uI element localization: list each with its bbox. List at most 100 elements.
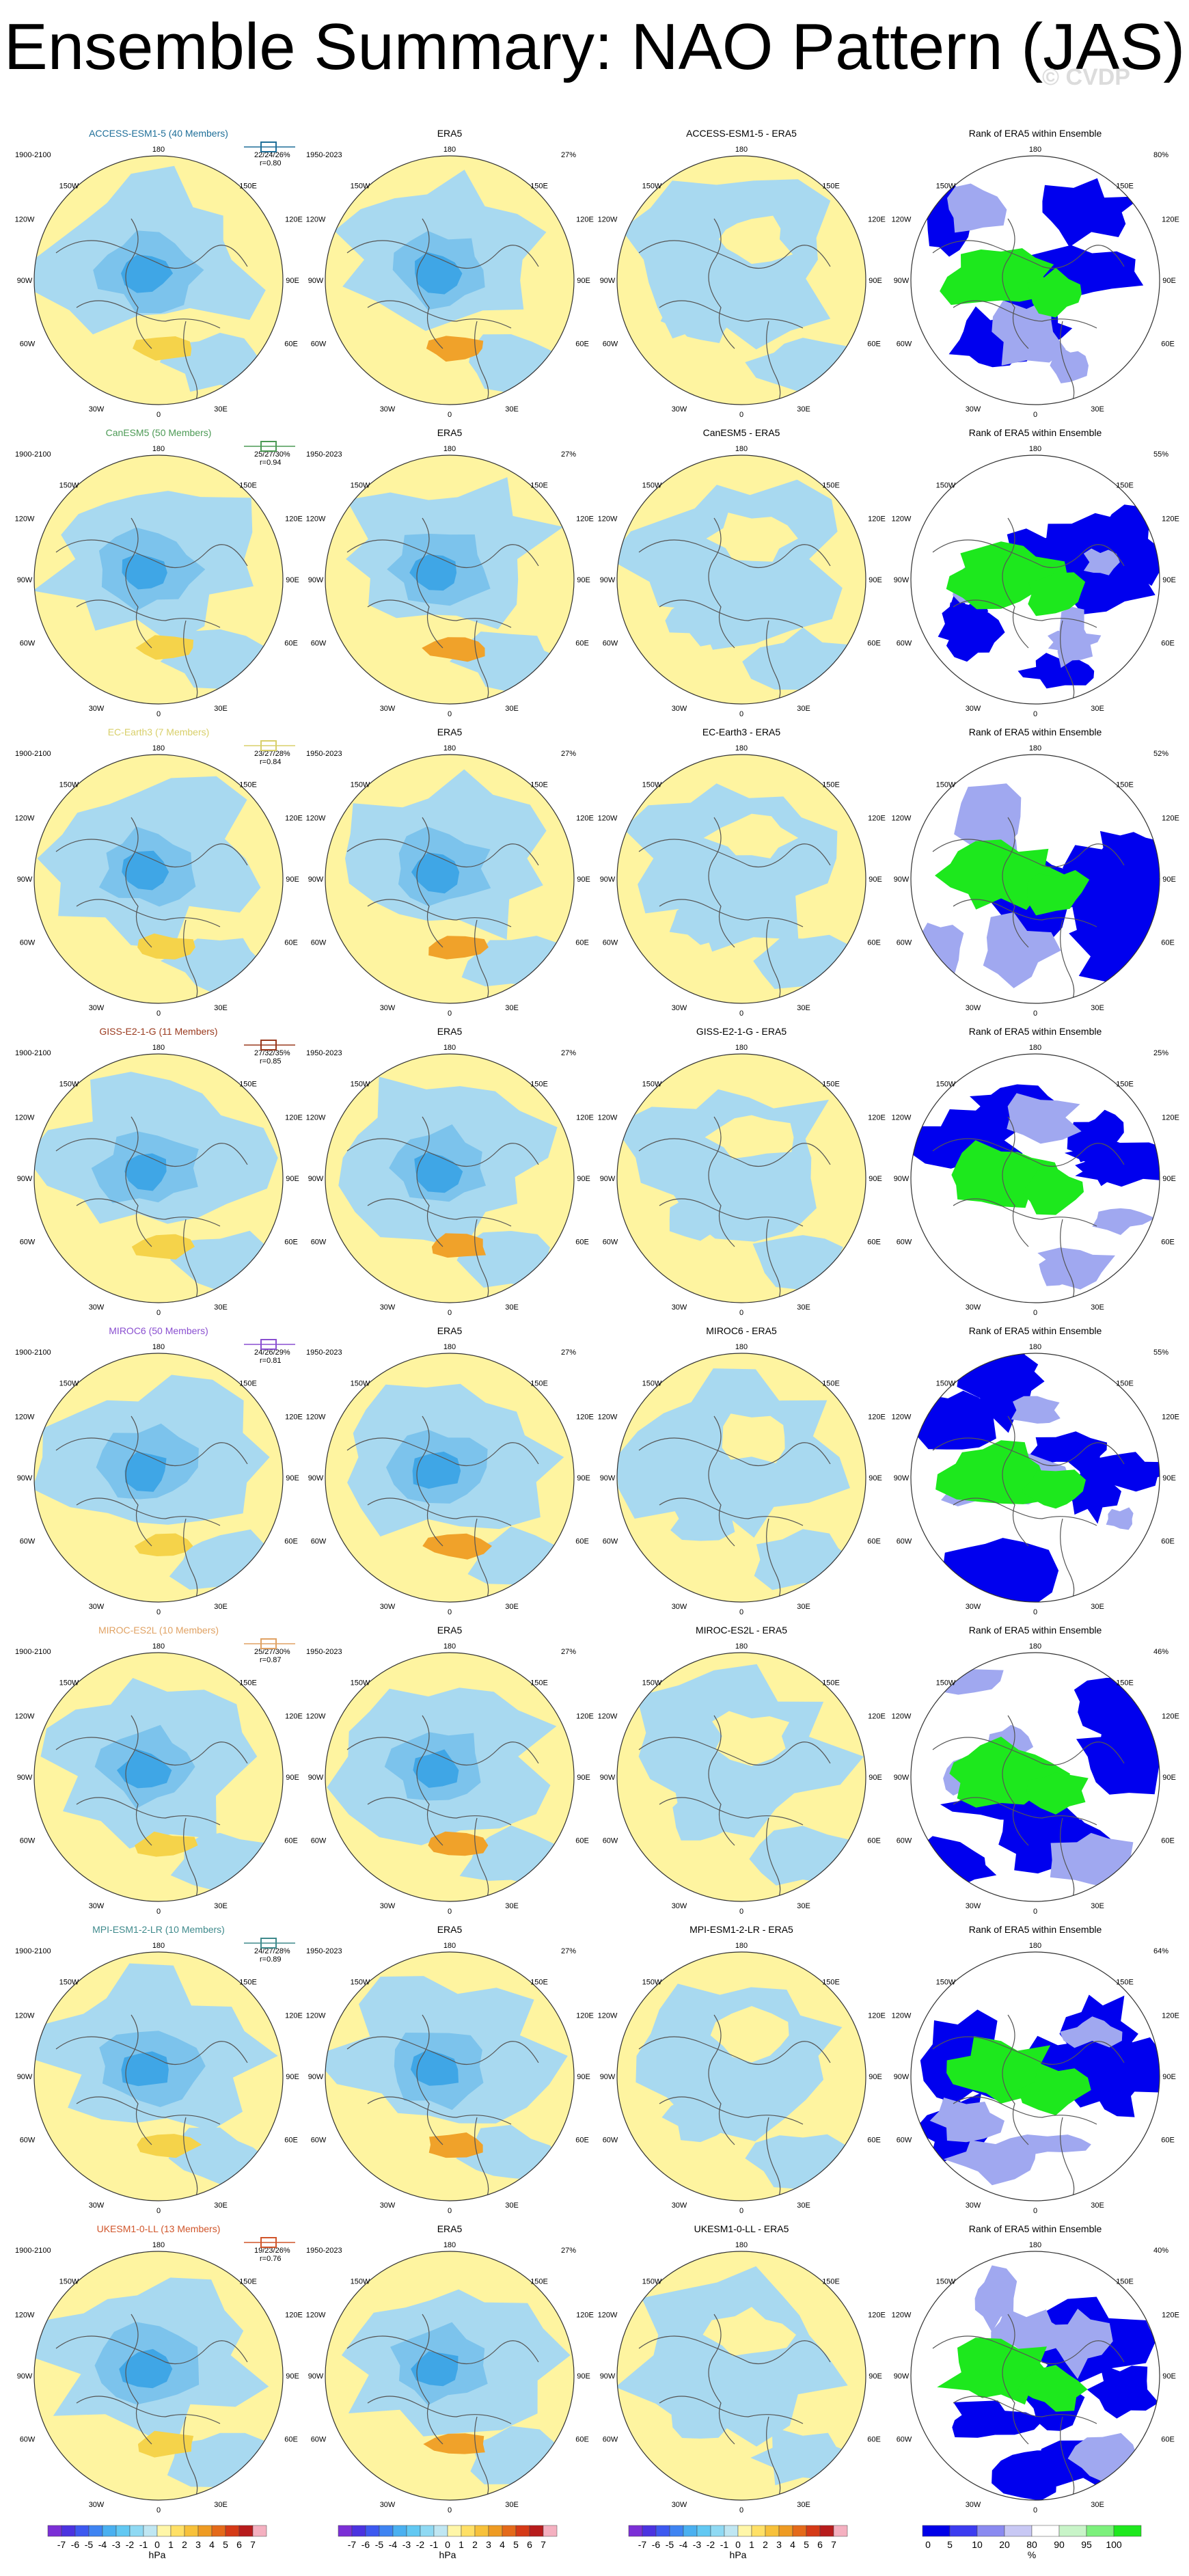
coastline [932, 240, 1125, 269]
coastline [1055, 2117, 1075, 2201]
map-border [616, 1652, 866, 1902]
lon-label: 150E [239, 1080, 257, 1088]
lon-label: 30W [672, 2501, 687, 2509]
lon-label: 60E [575, 938, 589, 947]
lon-label: 90E [286, 1175, 299, 1183]
lon-label: 30E [505, 705, 519, 713]
lon-label: 120W [892, 1113, 912, 1122]
lon-label: 30W [672, 1004, 687, 1012]
coastline [55, 240, 248, 269]
rank-high-region [1017, 2365, 1088, 2412]
lon-label: 60W [897, 340, 912, 348]
coastline [638, 2335, 831, 2365]
lon-label: 90W [17, 277, 33, 285]
panel-rank: Rank of ERA5 within Ensemble 25% 180 150W 15… [892, 1026, 1179, 1317]
colorbar-swatch [1086, 2525, 1115, 2537]
lon-label: 60W [311, 639, 327, 647]
map-border [325, 455, 575, 705]
coastlines [638, 1715, 831, 1901]
pattern-corr: r=0.94 [260, 459, 282, 467]
map-border [325, 1353, 575, 1603]
rank-mid-region [916, 923, 964, 980]
lon-label: 30E [214, 1004, 228, 1012]
coastline [416, 1415, 443, 1547]
map-border [910, 754, 1160, 1004]
colorbar-swatch [683, 2525, 698, 2537]
variance-pct: 24/26/29% [254, 1348, 290, 1357]
lon-label: 120W [892, 1413, 912, 1421]
map-border [910, 1353, 1160, 1603]
colorbar-tick: -5 [85, 2539, 94, 2550]
coastlines [55, 1415, 248, 1602]
lon-label: 150W [936, 1978, 956, 1986]
lon-label: 60W [311, 2435, 327, 2443]
rank-mid-region [991, 2307, 1067, 2355]
lon-label: 0 [1033, 411, 1037, 419]
lon-label: 90E [1162, 1474, 1176, 1482]
colorbar-unit: hPa [439, 2549, 456, 2560]
lon-label: 150E [239, 182, 257, 190]
coastline [1055, 2416, 1075, 2500]
coastlines [346, 1415, 539, 1602]
lon-label: 30W [89, 1603, 105, 1611]
lon-label: 90E [1162, 277, 1176, 285]
lon-label: 30E [797, 1303, 810, 1312]
colorbar-swatch [115, 2525, 131, 2537]
variance-pct: 23/27/28% [254, 750, 290, 758]
positive-anomaly-strong [133, 336, 192, 361]
coastline [932, 2036, 1125, 2065]
lon-label: 90W [17, 576, 33, 584]
coastline [1055, 919, 1075, 1003]
rank-high-region [940, 248, 1056, 306]
lon-label: 30W [380, 1004, 396, 1012]
lon-label: 60E [575, 1836, 589, 1845]
lon-label: 150E [1116, 481, 1134, 489]
lon-label: 180 [443, 1942, 456, 1950]
lon-label: 90W [17, 1175, 33, 1183]
pattern-corr: r=0.81 [260, 1357, 282, 1365]
coastline [416, 218, 443, 349]
colorbar-swatch [765, 2525, 780, 2537]
colorbar-tick: 1 [459, 2539, 464, 2550]
negative-anomaly [669, 1197, 735, 1241]
lon-label: 60W [897, 2435, 912, 2443]
lon-label: 150E [530, 1679, 548, 1687]
lon-label: 0 [448, 1908, 452, 1916]
pattern-corr: r=0.80 [260, 159, 282, 167]
lon-label: 90E [1162, 2372, 1176, 2381]
lon-label: 60W [20, 639, 36, 647]
colorbar-swatch [474, 2525, 489, 2537]
rank-high-region [1027, 267, 1082, 318]
lon-label: 90E [286, 576, 299, 584]
colorbar-swatch [655, 2525, 670, 2537]
coastline [1055, 620, 1075, 704]
rank-title: Rank of ERA5 within Ensemble [969, 1924, 1102, 1935]
colorbar-tick: 1 [749, 2539, 754, 2550]
lon-label: 120W [598, 814, 618, 822]
colorbar-tick: 7 [541, 2539, 546, 2550]
lon-label: 30E [214, 1303, 228, 1312]
coastline [1055, 1817, 1075, 1901]
colorbar-tick: 5 [947, 2539, 953, 2550]
panel-row: MIROC-ES2L (10 Members) 1900-2100 25/27/30… [15, 1625, 1179, 1916]
colorbar-tick: -6 [71, 2539, 80, 2550]
lon-label: 120E [576, 1712, 594, 1720]
rank-mid-region [974, 2265, 1017, 2333]
lon-label: 120E [1162, 1712, 1179, 1720]
lon-label: 30W [380, 2201, 396, 2210]
spread-boxplot [244, 441, 295, 452]
colorbar-swatch [47, 2525, 62, 2537]
lon-label: 30E [505, 1004, 519, 1012]
lon-label: 90E [577, 277, 590, 285]
lon-label: 30E [797, 1004, 810, 1012]
lon-label: 150E [530, 1379, 548, 1387]
colorbar-swatch [197, 2525, 213, 2537]
lon-label: 150E [1116, 1679, 1134, 1687]
diff-title: EC-Earth3 - ERA5 [702, 727, 781, 737]
lon-label: 90W [308, 576, 324, 584]
lon-label: 30W [380, 1902, 396, 1910]
lon-label: 180 [152, 1642, 165, 1651]
lon-label: 120W [892, 2011, 912, 2020]
coastlines [55, 817, 248, 1003]
rank-high-region [1027, 870, 1090, 916]
